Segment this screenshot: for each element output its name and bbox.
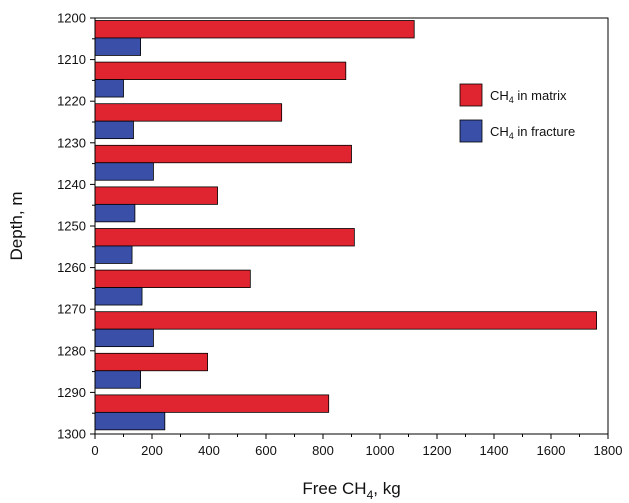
x-tick-label-1200: 1200	[423, 443, 452, 458]
legend-label-subscript: 4	[509, 131, 514, 141]
legend-label-fracture: CH4 in fracture	[490, 124, 575, 141]
y-tick-label-1230: 1230	[57, 135, 86, 150]
bar-matrix-1290	[94, 394, 330, 413]
x-tick-label-0: 0	[91, 443, 98, 458]
y-tick-label-1290: 1290	[57, 385, 86, 400]
legend-label-rest: in matrix	[514, 88, 567, 103]
x-tick-label-600: 600	[255, 443, 277, 458]
x-tick-label-800: 800	[312, 443, 334, 458]
legend-label-matrix: CH4 in matrix	[490, 88, 567, 105]
y-tick-label-1250: 1250	[57, 219, 86, 234]
x-tick-label-1600: 1600	[537, 443, 566, 458]
y-tick-label-1220: 1220	[57, 94, 86, 109]
bar-matrix-1200	[94, 20, 415, 39]
bar-matrix-1260	[94, 269, 251, 288]
bar-matrix-1240	[94, 186, 218, 205]
x-title-subscript: 4	[367, 488, 374, 502]
bar-fracture-1260	[94, 287, 143, 306]
bar-fracture-1240	[94, 203, 136, 223]
legend-swatch-matrix	[459, 83, 483, 107]
x-title-main: Free CH	[302, 479, 366, 498]
y-tick-label-1300: 1300	[57, 427, 86, 442]
bar-fracture-1210	[94, 79, 124, 98]
x-tick-label-1800: 1800	[594, 443, 623, 458]
legend-label-main: CH	[490, 124, 509, 139]
x-title-suffix: , kg	[373, 479, 400, 498]
bar-matrix-1210	[94, 61, 347, 80]
y-tick-label-1280: 1280	[57, 343, 86, 358]
y-axis-title: Depth, m	[7, 192, 26, 261]
bar-fracture-1220	[94, 120, 134, 140]
bar-fracture-1270	[94, 328, 154, 348]
bar-fracture-1200	[94, 37, 141, 56]
bar-matrix-1280	[94, 352, 208, 372]
bar-fracture-1250	[94, 245, 133, 264]
y-tick-label-1270: 1270	[57, 302, 86, 317]
y-tick-label-1260: 1260	[57, 260, 86, 275]
plot-frame	[94, 17, 609, 435]
legend-label-rest: in fracture	[514, 124, 575, 139]
x-axis-title: Free CH4, kg	[302, 479, 400, 502]
x-tick-label-1400: 1400	[480, 443, 509, 458]
bar-fracture-1230	[94, 162, 154, 181]
bar-fracture-1290	[94, 411, 166, 431]
x-tick-label-200: 200	[141, 443, 163, 458]
bar-matrix-1250	[94, 228, 355, 247]
x-tick-label-400: 400	[198, 443, 220, 458]
bar-matrix-1220	[94, 103, 283, 122]
y-tick-label-1200: 1200	[57, 11, 86, 26]
legend-label-subscript: 4	[509, 95, 514, 105]
bar-matrix-1230	[94, 144, 352, 164]
legend-swatch-fracture	[459, 119, 483, 143]
plot-layer	[94, 20, 598, 431]
y-tick-label-1240: 1240	[57, 177, 86, 192]
x-tick-label-1000: 1000	[366, 443, 395, 458]
y-tick-label-1210: 1210	[57, 52, 86, 67]
bar-fracture-1280	[94, 370, 141, 389]
legend-label-main: CH	[490, 88, 509, 103]
axis-layer: 0 200 400 600 800 1000 1200 1400 1600 1800 1200 121…	[57, 11, 622, 459]
bar-matrix-1270	[94, 311, 598, 330]
